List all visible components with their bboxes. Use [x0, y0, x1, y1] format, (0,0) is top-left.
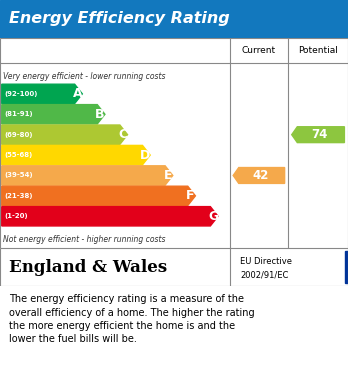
- Text: 74: 74: [311, 128, 328, 141]
- Text: Energy Efficiency Rating: Energy Efficiency Rating: [9, 11, 229, 27]
- Text: (81-91): (81-91): [5, 111, 33, 117]
- Polygon shape: [2, 84, 82, 104]
- Polygon shape: [233, 167, 285, 183]
- Text: Very energy efficient - lower running costs: Very energy efficient - lower running co…: [3, 72, 166, 81]
- Polygon shape: [292, 127, 345, 143]
- Text: (21-38): (21-38): [5, 193, 33, 199]
- Text: Current: Current: [242, 46, 276, 55]
- Polygon shape: [2, 105, 105, 124]
- Polygon shape: [2, 125, 128, 144]
- Text: C: C: [118, 128, 127, 141]
- Polygon shape: [2, 186, 196, 206]
- Text: (92-100): (92-100): [5, 91, 38, 97]
- Text: The energy efficiency rating is a measure of the
overall efficiency of a home. T: The energy efficiency rating is a measur…: [9, 294, 254, 344]
- Text: Potential: Potential: [298, 46, 338, 55]
- Text: B: B: [95, 108, 105, 121]
- Bar: [345, 251, 348, 283]
- Text: (1-20): (1-20): [5, 213, 28, 219]
- Text: England & Wales: England & Wales: [9, 258, 167, 276]
- Text: D: D: [140, 149, 150, 161]
- Text: 2002/91/EC: 2002/91/EC: [240, 270, 288, 279]
- Text: Not energy efficient - higher running costs: Not energy efficient - higher running co…: [3, 235, 166, 244]
- Text: 42: 42: [252, 169, 269, 182]
- Polygon shape: [2, 145, 150, 165]
- Text: F: F: [186, 189, 195, 203]
- Polygon shape: [2, 206, 218, 226]
- Text: (69-80): (69-80): [5, 132, 33, 138]
- Text: A: A: [73, 87, 82, 100]
- Polygon shape: [2, 166, 173, 185]
- Text: E: E: [164, 169, 172, 182]
- Text: (39-54): (39-54): [5, 172, 33, 178]
- Text: (55-68): (55-68): [5, 152, 33, 158]
- Text: EU Directive: EU Directive: [240, 257, 292, 266]
- Text: G: G: [208, 210, 218, 223]
